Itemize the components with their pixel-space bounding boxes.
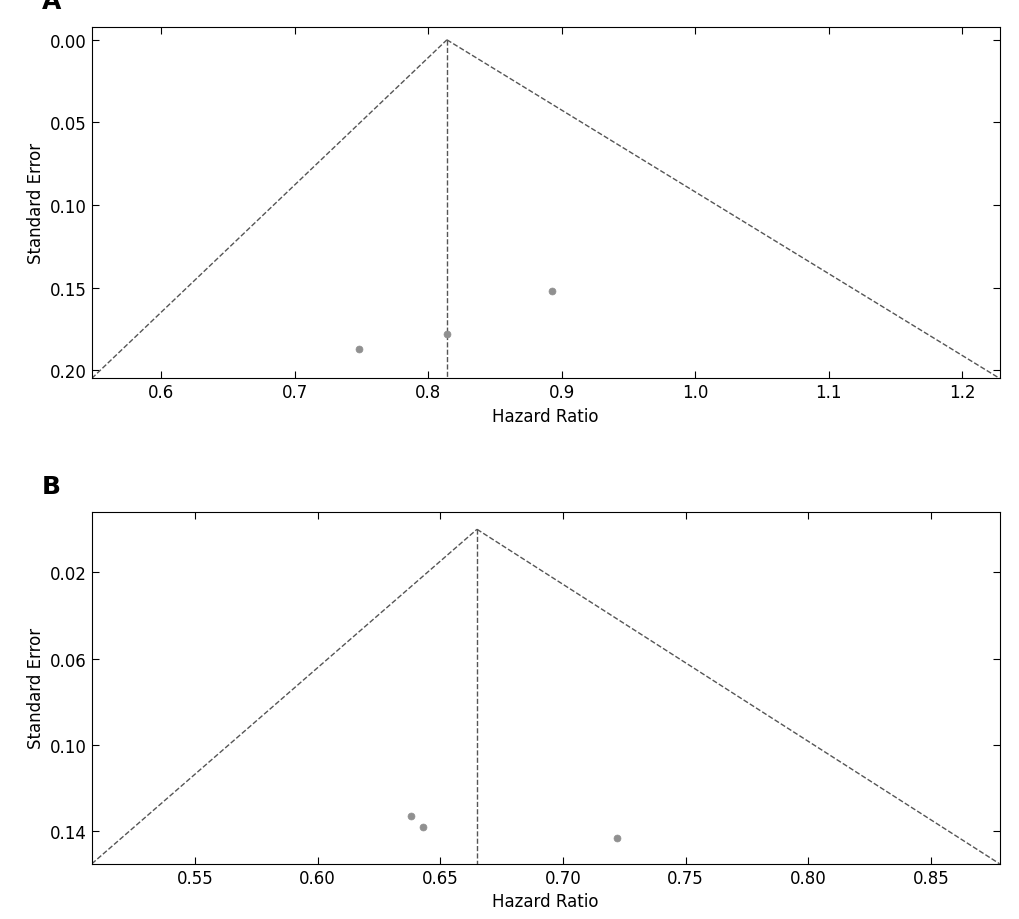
- Point: [351, 342, 367, 357]
- Point: [544, 284, 560, 299]
- X-axis label: Hazard Ratio: Hazard Ratio: [492, 407, 598, 425]
- Point: [403, 809, 419, 823]
- Text: B: B: [42, 474, 61, 498]
- X-axis label: Hazard Ratio: Hazard Ratio: [492, 892, 598, 910]
- Y-axis label: Standard Error: Standard Error: [26, 142, 45, 264]
- Y-axis label: Standard Error: Standard Error: [26, 628, 45, 749]
- Point: [438, 327, 454, 342]
- Point: [608, 831, 625, 845]
- Point: [415, 820, 431, 834]
- Text: A: A: [42, 0, 61, 14]
